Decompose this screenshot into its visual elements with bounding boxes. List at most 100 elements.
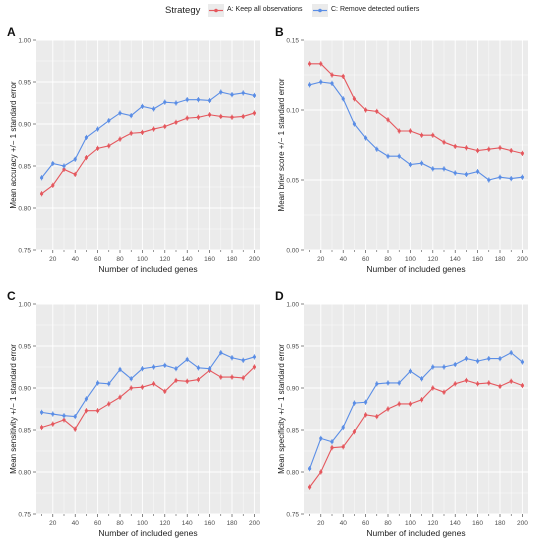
data-point bbox=[163, 100, 167, 104]
data-point bbox=[196, 98, 200, 102]
data-point bbox=[453, 382, 457, 386]
data-point bbox=[476, 149, 480, 153]
data-point bbox=[352, 430, 356, 434]
data-point bbox=[408, 402, 412, 406]
x-tick-label: 180 bbox=[227, 256, 238, 263]
data-point bbox=[107, 144, 111, 148]
data-point bbox=[330, 73, 334, 77]
y-tick-label: 0.15 bbox=[286, 38, 299, 45]
data-point bbox=[431, 167, 435, 171]
data-point bbox=[364, 136, 368, 140]
x-tick-label: 100 bbox=[137, 256, 148, 263]
series-keep-all-observations bbox=[40, 110, 256, 197]
x-tick-label: 40 bbox=[340, 520, 348, 527]
data-point bbox=[330, 81, 334, 85]
panel-b-brier-chart: 0.00 0.05 0.10 0.15 20 40 60 80 100 120 140 160 180 2… bbox=[275, 25, 528, 274]
x-tick-label: 100 bbox=[405, 256, 416, 263]
y-tick-label: 0.75 bbox=[286, 512, 299, 519]
y-axis-title: Mean accuracy +/− 1 standard error bbox=[9, 81, 18, 209]
data-point bbox=[152, 107, 156, 111]
data-point bbox=[174, 101, 178, 105]
panel-a-accuracy-chart: 0.75 0.80 0.85 0.90 0.95 1.00 20 40 60 80 100 120 14… bbox=[7, 25, 260, 274]
data-point bbox=[118, 395, 122, 399]
x-tick-label: 140 bbox=[450, 520, 461, 527]
y-tick-label: 0.80 bbox=[286, 470, 299, 477]
data-point bbox=[341, 425, 345, 430]
data-point bbox=[487, 381, 491, 385]
data-point bbox=[73, 414, 77, 419]
data-point bbox=[431, 365, 435, 369]
y-tick-label: 0.90 bbox=[18, 122, 31, 129]
data-point bbox=[520, 383, 524, 388]
x-tick-label: 80 bbox=[384, 520, 392, 527]
data-point bbox=[520, 360, 524, 364]
data-point bbox=[319, 436, 323, 440]
x-tick-label: 120 bbox=[159, 520, 170, 527]
y-tick-label: 0.85 bbox=[18, 164, 31, 171]
data-point bbox=[196, 366, 200, 370]
x-tick-label: 40 bbox=[72, 520, 80, 527]
data-point bbox=[341, 74, 345, 78]
series-remove-detected-outliers bbox=[40, 350, 256, 420]
x-axis-title: Number of included genes bbox=[98, 264, 197, 274]
x-tick-label: 160 bbox=[472, 520, 483, 527]
data-point bbox=[308, 83, 312, 87]
data-point bbox=[308, 485, 312, 489]
y-tick-label: 0.90 bbox=[286, 386, 299, 393]
x-tick-label: 100 bbox=[405, 520, 416, 527]
x-tick-label: 160 bbox=[204, 256, 215, 263]
data-point bbox=[308, 62, 312, 66]
data-point bbox=[73, 157, 77, 161]
data-point bbox=[208, 367, 212, 371]
data-point bbox=[420, 377, 424, 381]
data-point bbox=[453, 362, 457, 367]
x-tick-label: 140 bbox=[450, 256, 461, 263]
data-point bbox=[140, 104, 144, 108]
data-point bbox=[208, 98, 212, 103]
series-keep-all-observations bbox=[40, 364, 256, 432]
data-point bbox=[241, 91, 245, 95]
panel-d-specificity-chart: 0.75 0.80 0.85 0.90 0.95 1.00 20 40 60 80 100 120 14… bbox=[275, 289, 528, 538]
data-point bbox=[386, 407, 390, 411]
data-point bbox=[509, 177, 513, 181]
data-point bbox=[252, 93, 256, 98]
x-tick-label: 180 bbox=[227, 520, 238, 527]
panel-label: B bbox=[275, 25, 284, 39]
data-point bbox=[40, 425, 44, 430]
data-point bbox=[375, 414, 379, 419]
series-remove-detected-outliers bbox=[308, 350, 524, 472]
series-line bbox=[309, 63, 523, 154]
data-point bbox=[241, 376, 245, 380]
y-tick-label: 0.10 bbox=[286, 108, 299, 115]
series-remove-detected-outliers bbox=[40, 89, 256, 181]
x-tick-label: 20 bbox=[317, 256, 325, 263]
data-point bbox=[196, 378, 200, 382]
data-point bbox=[62, 414, 66, 418]
x-tick-label: 20 bbox=[49, 520, 57, 527]
data-point bbox=[40, 410, 44, 414]
y-tick-label: 0.95 bbox=[286, 344, 299, 351]
data-point bbox=[230, 375, 234, 379]
data-point bbox=[185, 98, 189, 102]
panel-label: C bbox=[7, 289, 16, 303]
y-axis-title: Mean specificity +/− 1 standard error bbox=[277, 344, 286, 474]
x-tick-label: 60 bbox=[94, 256, 102, 263]
series-remove-detected-outliers bbox=[308, 79, 524, 183]
data-point bbox=[241, 358, 245, 362]
x-tick-label: 120 bbox=[427, 256, 438, 263]
data-point bbox=[408, 129, 412, 133]
data-point bbox=[397, 402, 401, 406]
data-point bbox=[51, 422, 55, 426]
x-axis-title: Number of included genes bbox=[366, 528, 465, 538]
y-tick-label: 0.85 bbox=[18, 428, 31, 435]
data-point bbox=[241, 114, 245, 119]
x-tick-label: 200 bbox=[517, 520, 528, 527]
data-point bbox=[308, 467, 312, 471]
data-point bbox=[464, 378, 468, 383]
data-point bbox=[219, 351, 223, 355]
x-tick-label: 40 bbox=[72, 256, 80, 263]
data-point bbox=[509, 149, 513, 153]
y-tick-label: 0.95 bbox=[18, 80, 31, 87]
data-point bbox=[442, 390, 446, 394]
data-point bbox=[330, 446, 334, 450]
